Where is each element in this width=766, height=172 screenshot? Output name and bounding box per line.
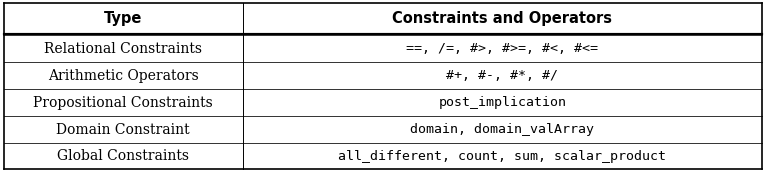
Text: post_implication: post_implication bbox=[438, 96, 566, 109]
Text: Arithmetic Operators: Arithmetic Operators bbox=[48, 69, 198, 83]
Text: Constraints and Operators: Constraints and Operators bbox=[392, 11, 613, 26]
Text: domain, domain_valArray: domain, domain_valArray bbox=[411, 123, 594, 136]
Text: Propositional Constraints: Propositional Constraints bbox=[34, 96, 213, 110]
Text: Relational Constraints: Relational Constraints bbox=[44, 42, 202, 56]
Text: Type: Type bbox=[104, 11, 142, 26]
Text: #+, #-, #*, #/: #+, #-, #*, #/ bbox=[447, 69, 558, 82]
Text: ==, /=, #>, #>=, #<, #<=: ==, /=, #>, #>=, #<, #<= bbox=[407, 42, 598, 55]
Text: Domain Constraint: Domain Constraint bbox=[57, 123, 190, 137]
Text: Global Constraints: Global Constraints bbox=[57, 149, 189, 163]
Text: all_different, count, sum, scalar_product: all_different, count, sum, scalar_produc… bbox=[339, 150, 666, 163]
